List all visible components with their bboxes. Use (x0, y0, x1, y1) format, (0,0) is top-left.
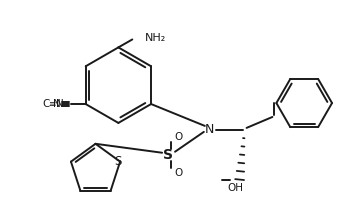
Text: ≡: ≡ (48, 99, 55, 109)
Text: S: S (163, 148, 173, 162)
Text: OH: OH (228, 182, 244, 192)
Text: O: O (174, 132, 182, 142)
Text: N: N (205, 123, 214, 136)
Text: NH₂: NH₂ (145, 34, 166, 44)
Text: N: N (56, 99, 64, 109)
Text: O: O (174, 168, 182, 178)
Text: S: S (115, 155, 122, 168)
Text: C: C (42, 99, 50, 109)
Text: N: N (53, 99, 61, 109)
